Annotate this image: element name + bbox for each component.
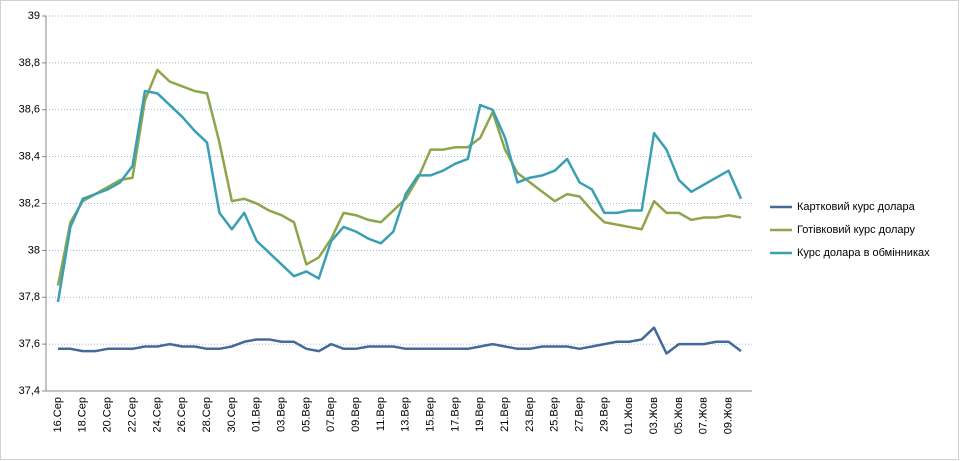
- x-tick-label: 18.Сер: [77, 397, 89, 432]
- x-tick-label: 03.Жов: [648, 397, 660, 434]
- legend-label: Готівковий курс долару: [797, 224, 915, 236]
- x-tick-label: 29.Вер: [598, 397, 610, 432]
- series-line: [56, 89, 743, 303]
- y-tick-label: 38,8: [19, 57, 40, 69]
- x-tick-label: 15.Вер: [424, 397, 436, 432]
- x-tick-label: 07.Жов: [698, 397, 710, 434]
- x-tick-label: 22.Сер: [126, 397, 138, 432]
- x-tick-label: 09.Вер: [350, 397, 362, 432]
- y-tick-label: 38,2: [19, 197, 40, 209]
- y-tick-label: 38,4: [19, 151, 40, 163]
- x-tick-label: 28.Сер: [201, 397, 213, 432]
- y-tick-label: 37,4: [19, 385, 40, 397]
- series-line: [58, 326, 742, 355]
- x-tick-label: 07.Вер: [325, 397, 337, 432]
- y-tick-label: 37,8: [19, 291, 40, 303]
- legend-label: Картковий курс долара: [797, 201, 916, 213]
- x-tick-label: 20.Сер: [102, 397, 114, 432]
- x-tick-label: 26.Сер: [176, 397, 188, 432]
- x-tick-label: 30.Сер: [226, 397, 238, 432]
- x-tick-label: 05.Жов: [673, 397, 685, 434]
- x-tick-label: 17.Вер: [449, 397, 461, 432]
- y-tick-label: 38,6: [19, 104, 40, 116]
- x-tick-label: 09.Жов: [722, 397, 734, 434]
- x-tick-label: 01.Вер: [251, 397, 263, 432]
- x-tick-label: 27.Вер: [573, 397, 585, 432]
- y-tick-label: 39: [28, 10, 40, 22]
- y-tick-label: 38: [28, 244, 40, 256]
- x-tick-label: 01.Жов: [623, 397, 635, 434]
- y-tick-label: 37,6: [19, 338, 40, 350]
- series-line: [56, 68, 742, 286]
- x-tick-label: 23.Вер: [524, 397, 536, 432]
- x-tick-label: 11.Вер: [375, 397, 387, 431]
- legend-label: Курс долара в обмінниках: [797, 247, 930, 259]
- x-tick-label: 19.Вер: [474, 397, 486, 432]
- x-tick-label: 25.Вер: [549, 397, 561, 432]
- x-tick-label: 03.Вер: [275, 397, 287, 432]
- x-tick-label: 16.Сер: [52, 397, 64, 432]
- x-tick-label: 05.Вер: [300, 397, 312, 432]
- x-tick-label: 21.Вер: [499, 397, 511, 432]
- x-tick-label: 13.Вер: [400, 397, 412, 432]
- x-tick-label: 24.Сер: [151, 397, 163, 432]
